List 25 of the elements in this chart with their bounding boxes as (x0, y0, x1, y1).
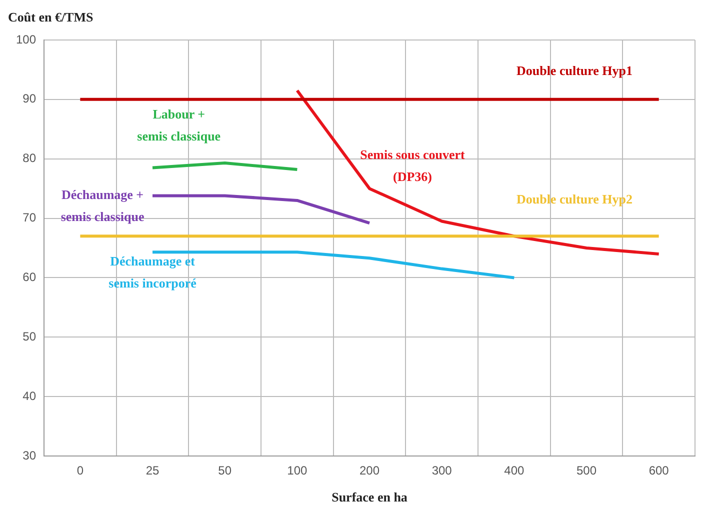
series-label: Déchaumage et semis incorporé (108, 254, 197, 291)
y-tick-label: 60 (22, 270, 36, 284)
x-tick-label: 25 (146, 464, 160, 478)
y-tick-label: 90 (22, 92, 36, 106)
x-tick-label: 0 (76, 464, 84, 478)
x-tick-label: 400 (504, 464, 525, 478)
series-label: Labour + semis classique (137, 106, 221, 144)
y-tick-label: 100 (16, 32, 36, 46)
x-tick-label: 300 (432, 464, 452, 478)
y-tick-label: 70 (22, 210, 36, 225)
x-tick-label: 100 (287, 464, 308, 478)
y-axis-title: Coût en €/TMS (8, 9, 94, 24)
series-label: Déchaumage + semis classique (60, 187, 144, 224)
x-tick-label: 600 (648, 464, 670, 478)
text: Double culture Hyp2 (516, 191, 633, 206)
series-label: Double culture Hyp1 (516, 62, 633, 78)
y-tick-label: 50 (22, 329, 36, 344)
y-tick-label: 80 (22, 151, 36, 166)
series-label: Semis sous couvert (DP36) (360, 146, 466, 184)
x-axis-title: Surface en ha (332, 490, 408, 505)
x-tick-label: 50 (218, 464, 232, 478)
y-tick-label: 30 (22, 448, 36, 462)
x-tick-label: 500 (576, 464, 597, 478)
y-tick-label: 40 (22, 388, 36, 403)
x-tick-label: 200 (359, 464, 380, 478)
